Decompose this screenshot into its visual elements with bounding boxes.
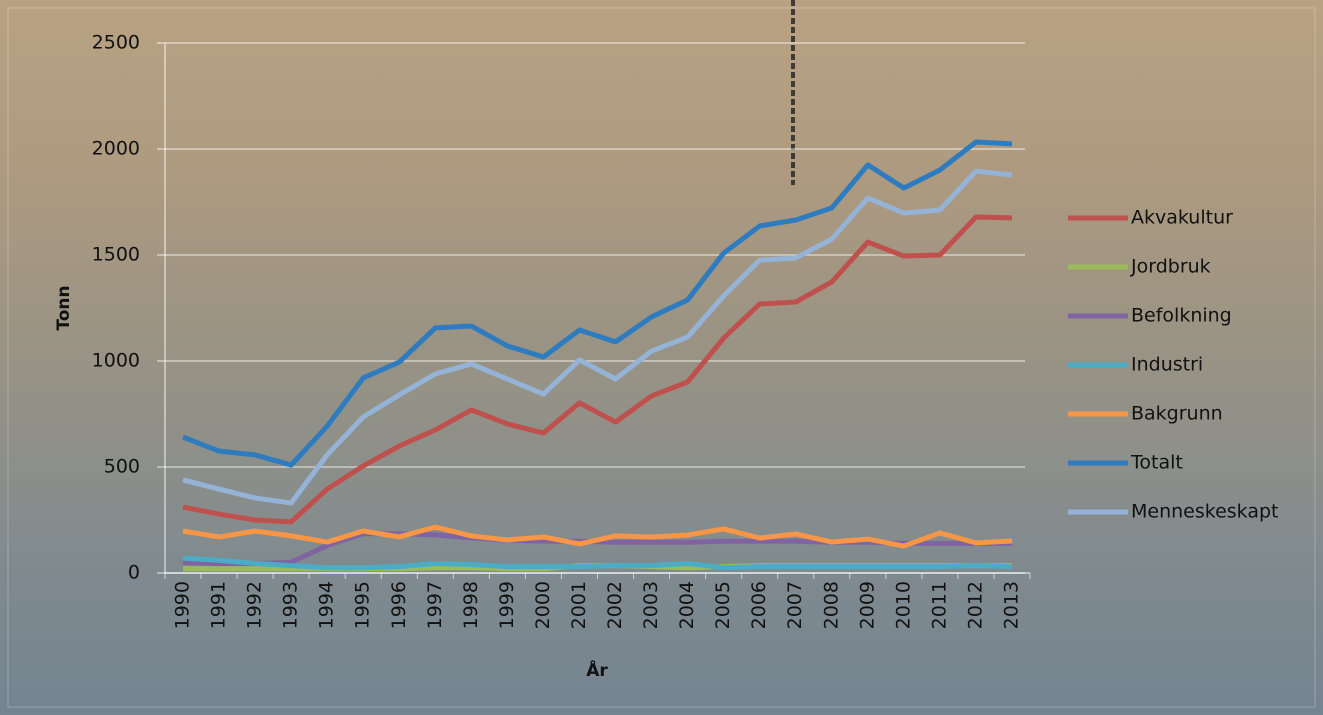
x-tick-label: 1994 [316,581,338,629]
x-tick-label: 2009 [856,581,878,629]
x-tick-label: 2010 [892,581,914,629]
x-tick-label: 2012 [964,581,986,629]
series-line [182,524,1013,549]
y-tick-label: 1500 [92,244,140,266]
legend-label: Menneskeskapt [1131,501,1279,523]
legend-label: Jordbruk [1130,256,1211,278]
series-line [182,139,1013,468]
legend-label: Industri [1131,354,1203,376]
x-tick-label: 1995 [352,581,374,629]
series-line [182,214,1013,525]
x-tick-label: 2008 [820,581,842,629]
legend-label: Akvakultur [1131,207,1233,229]
y-tick-label: 2500 [92,32,140,54]
plot-area: 0 500 1000 1500 2000 2500 1990 1991 1992 1993 1994… [92,32,1279,630]
x-tick-label: 1998 [460,581,482,629]
x-tick-label: 2002 [604,581,626,629]
x-tick-label: 2007 [784,581,806,629]
x-tick-label: 2013 [1000,581,1022,629]
y-tick-label: 0 [128,562,140,584]
y-axis-title: Tonn [54,285,74,330]
x-tick-label: 2005 [712,581,734,629]
legend-label: Bakgrunn [1131,403,1223,425]
x-tick-label: 1993 [280,581,302,629]
x-tick-label: 2003 [640,581,662,629]
y-tick-label: 500 [104,456,140,478]
x-tick-label: 1999 [496,581,518,629]
series-line [182,168,1013,506]
x-tick-label: 1991 [208,581,230,629]
x-tick-label: 1997 [424,581,446,629]
x-tick-label: 1996 [388,581,410,629]
x-tick-label: 2001 [568,581,590,629]
x-tick-label: 2011 [928,581,950,629]
x-tick-label: 2004 [676,581,698,629]
series-line [182,555,1013,571]
x-tick-label: 2000 [532,581,554,629]
legend-label: Befolkning [1131,305,1232,327]
x-tick-label: 1992 [244,581,266,629]
y-tick-label: 1000 [92,350,140,372]
x-axis-title: År [586,658,608,681]
legend-label: Totalt [1130,452,1183,474]
x-tick-label: 1990 [172,581,194,629]
chart-frame [7,7,1316,708]
x-tick-label: 2006 [748,581,770,629]
y-tick-label: 2000 [92,138,140,160]
